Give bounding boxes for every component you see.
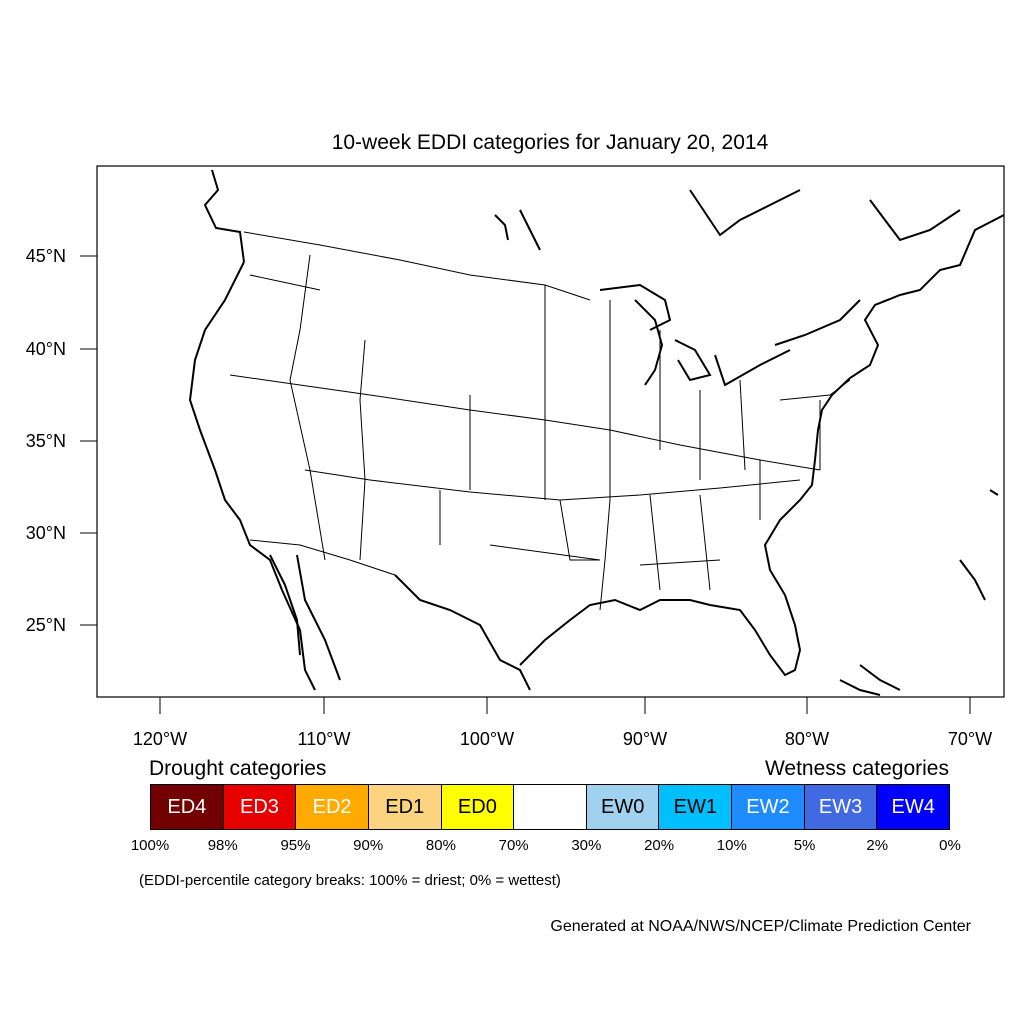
coastlines	[188, 169, 1004, 696]
legend-box-ew2: EW2	[732, 785, 805, 829]
percentile-break-label: 98%	[207, 837, 238, 854]
category-note: (EDDI-percentile category breaks: 100% =…	[139, 872, 561, 889]
state-boundaries	[229, 231, 851, 611]
percentile-break-label: 70%	[498, 837, 529, 854]
lon-tick-label: 80°W	[785, 729, 829, 749]
percentile-break-label: 30%	[571, 837, 602, 854]
legend-box-ed0: ED0	[441, 785, 515, 829]
map-field	[188, 169, 1004, 696]
percentile-break-label: 90%	[353, 837, 384, 854]
legend-box-ew3: EW3	[804, 785, 878, 829]
percentile-break-label: 95%	[280, 837, 311, 854]
percentile-break-label: 100%	[130, 837, 170, 854]
legend-box-ew1: EW1	[659, 785, 733, 829]
legend-box-ed3: ED3	[223, 785, 297, 829]
wetness-categories-heading: Wetness categories	[764, 757, 949, 780]
legend-box-ed2: ED2	[296, 785, 369, 829]
percentile-break-label: 10%	[716, 837, 747, 854]
lat-tick-label: 30°N	[26, 523, 66, 543]
map-frame	[96, 165, 1005, 698]
lon-tick-label: 90°W	[623, 729, 667, 749]
drought-categories-heading: Drought categories	[149, 757, 327, 780]
percentile-break-label: 2%	[866, 837, 889, 854]
lat-tick-label: 45°N	[26, 246, 66, 266]
legend-box-ew0: EW0	[586, 785, 660, 829]
legend-box-ed4: ED4	[151, 785, 224, 829]
lat-tick-label: 40°N	[26, 339, 66, 359]
legend-box-ed1: ED1	[368, 785, 442, 829]
lon-tick-label: 120°W	[133, 729, 187, 749]
map-title: 10-week EDDI categories for January 20, …	[331, 131, 769, 154]
lon-tick-label: 70°W	[948, 729, 992, 749]
legend-box-ew4: EW4	[877, 785, 950, 829]
percentile-break-label: 5%	[793, 837, 816, 854]
category-legend: ED4 ED3 ED2 ED1 ED0 EW0 EW1 EW2 EW3 EW4	[150, 784, 950, 830]
lat-tick-label: 25°N	[26, 615, 66, 635]
percentile-break-label: 80%	[425, 837, 456, 854]
legend-box-neutral	[514, 785, 587, 829]
lon-axis: 120°W 110°W 100°W 90°W 80°W 70°W	[133, 697, 992, 749]
lon-tick-label: 110°W	[298, 729, 351, 749]
lat-tick-label: 35°N	[26, 431, 66, 451]
percentile-break-label: 0%	[939, 837, 961, 854]
lon-tick-label: 100°W	[460, 729, 514, 749]
percentile-break-label: 20%	[644, 837, 675, 854]
credit-line: Generated at NOAA/NWS/NCEP/Climate Predi…	[550, 918, 971, 935]
lat-axis: 45°N 40°N 35°N 30°N 25°N	[26, 246, 97, 635]
